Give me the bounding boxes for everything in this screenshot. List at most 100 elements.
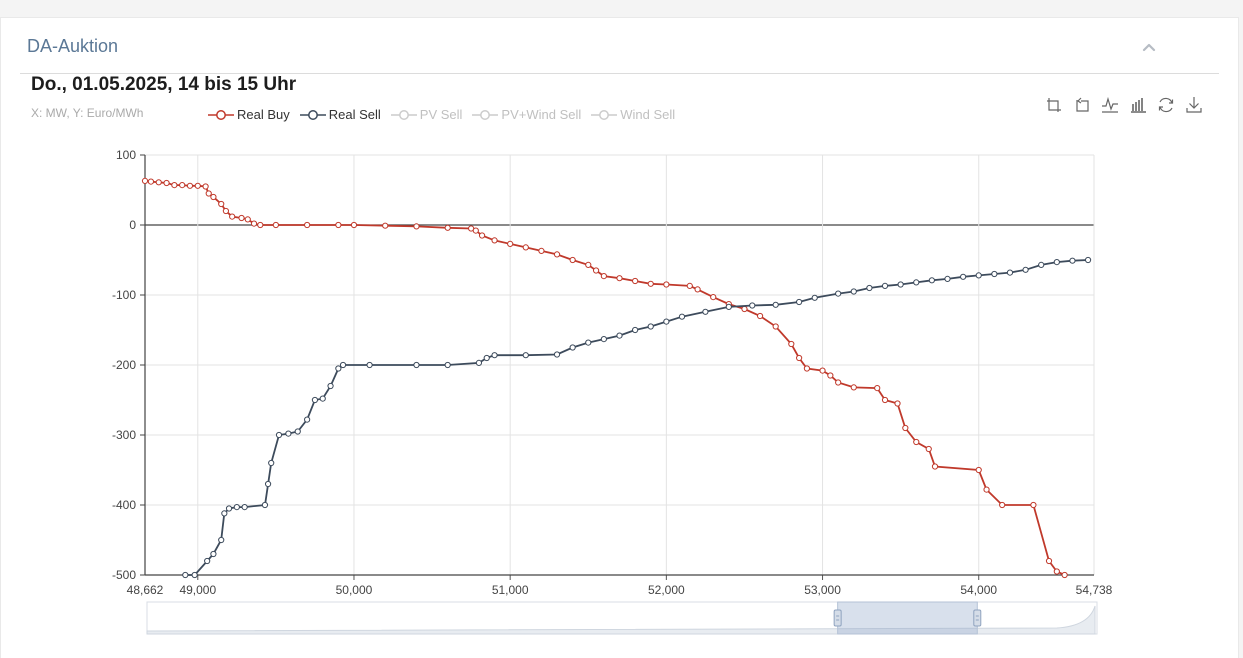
zoom-reset-button[interactable]: [1072, 95, 1092, 115]
zoom-button[interactable]: [1044, 95, 1064, 115]
data-point: [327, 382, 334, 390]
refresh-button[interactable]: [1156, 95, 1176, 115]
data-point: [229, 213, 236, 220]
datazoom-handle[interactable]: [973, 609, 982, 627]
legend-label: Wind Sell: [620, 107, 676, 122]
data-point: [366, 361, 373, 369]
legend-item[interactable]: PV+Wind Sell: [472, 107, 581, 122]
legend-item[interactable]: Real Buy: [208, 107, 290, 122]
data-point: [796, 354, 803, 362]
data-point: [756, 312, 764, 320]
data-point: [999, 501, 1006, 509]
data-point: [975, 272, 982, 279]
data-point: [507, 240, 514, 247]
data-point: [632, 277, 639, 285]
data-point: [553, 351, 561, 358]
data-point: [335, 221, 342, 229]
zoom-icon: [1047, 98, 1061, 112]
legend-label: Real Sell: [328, 107, 381, 122]
line-chart-icon: [1102, 96, 1118, 113]
data-point: [663, 281, 670, 288]
data-point: [866, 284, 873, 292]
y-tick-label: 100: [116, 148, 136, 162]
data-point: [585, 339, 592, 346]
data-point: [475, 359, 483, 366]
data-point: [491, 237, 498, 244]
data-point: [264, 480, 272, 488]
chart-toolbox: [1044, 95, 1204, 115]
data-point: [413, 223, 420, 230]
data-point: [210, 550, 217, 558]
legend-marker-icon: [472, 109, 499, 120]
data-point: [881, 396, 889, 404]
download-button[interactable]: [1184, 95, 1204, 115]
data-point: [931, 463, 939, 470]
data-point: [275, 431, 283, 439]
data-point: [194, 182, 201, 189]
datazoom-preview: [146, 605, 1096, 635]
data-point: [1084, 256, 1092, 264]
data-point: [1053, 259, 1060, 266]
data-point: [186, 182, 194, 189]
y-tick-label: 0: [129, 218, 136, 232]
data-point: [1061, 571, 1068, 579]
data-point: [741, 305, 748, 313]
y-tick-label: -400: [112, 498, 136, 512]
line-chart-button[interactable]: [1100, 95, 1120, 115]
data-point: [179, 182, 186, 189]
series-line: [144, 180, 1065, 576]
data-point: [788, 340, 795, 348]
data-point: [1045, 557, 1053, 565]
refresh-icon: [1158, 97, 1174, 113]
bar-chart-icon: [1131, 98, 1146, 113]
data-point: [874, 385, 881, 392]
data-point: [210, 193, 217, 201]
x-tick-label: 51,000: [492, 583, 529, 597]
data-point: [241, 504, 248, 511]
download-icon: [1186, 97, 1202, 113]
data-point: [182, 571, 189, 579]
legend-item[interactable]: PV Sell: [390, 107, 462, 122]
legend-item[interactable]: Real Sell: [299, 107, 381, 122]
data-point: [569, 256, 576, 264]
data-point: [772, 301, 779, 308]
units-label: X: MW, Y: Euro/MWh: [31, 106, 144, 120]
y-tick-label: -200: [112, 358, 136, 372]
data-point: [991, 270, 998, 278]
datazoom-window[interactable]: [837, 601, 978, 635]
data-point: [925, 445, 932, 453]
series-real-buy: [141, 177, 1068, 579]
data-point: [975, 466, 982, 474]
data-point: [1022, 266, 1029, 273]
data-point: [155, 179, 162, 186]
data-point: [335, 365, 342, 372]
data-point: [163, 179, 170, 187]
data-point: [311, 396, 319, 404]
data-point: [569, 344, 576, 351]
collapse-button[interactable]: [1137, 34, 1161, 58]
x-tick-label: 54,000: [960, 583, 997, 597]
data-point: [585, 261, 592, 268]
data-point: [444, 224, 451, 231]
data-point: [850, 288, 857, 295]
data-point: [205, 190, 212, 197]
data-point: [478, 232, 486, 239]
data-point: [647, 323, 654, 330]
data-point: [444, 361, 451, 369]
datazoom-handle[interactable]: [833, 609, 842, 627]
legend-label: PV+Wind Sell: [501, 107, 582, 122]
data-point: [928, 277, 935, 284]
data-point: [1038, 261, 1045, 268]
data-point: [663, 318, 670, 325]
bar-chart-button[interactable]: [1128, 95, 1148, 115]
legend-item[interactable]: Wind Sell: [591, 107, 675, 122]
data-point: [616, 275, 623, 282]
data-point: [294, 428, 301, 435]
legend-marker-icon: [591, 109, 618, 120]
data-point: [491, 352, 498, 359]
data-point: [268, 459, 275, 467]
data-point: [244, 216, 251, 223]
data-point: [913, 438, 920, 446]
x-min-label: 48,662: [127, 583, 164, 597]
